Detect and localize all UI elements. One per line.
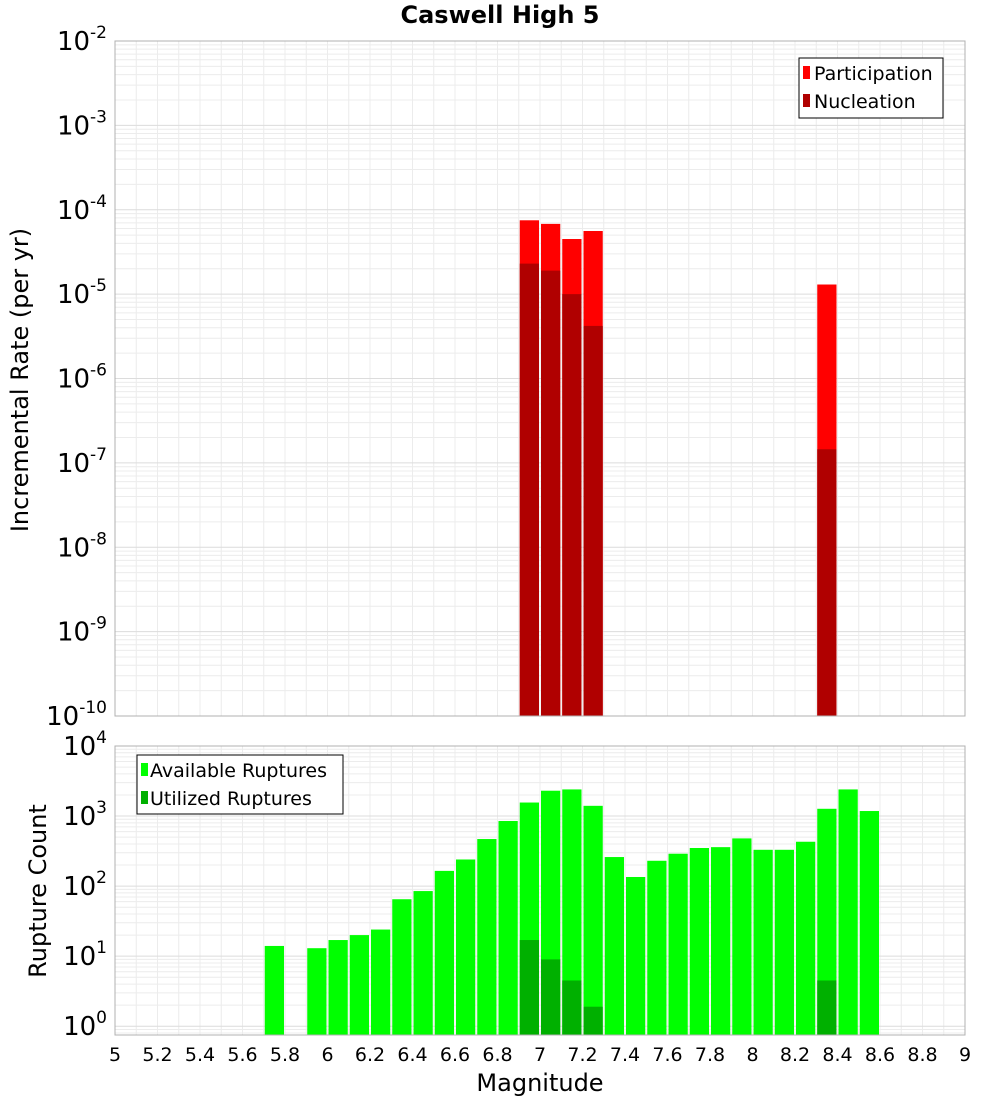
bottom-bar-available-ruptures-6.05 (328, 940, 348, 1035)
bottom-bar-available-ruptures-6.55 (434, 870, 454, 1035)
x-tick-label: 7.4 (610, 1044, 640, 1066)
x-tick-label: 7.6 (652, 1044, 682, 1066)
top-bar-nucleation-7.15 (562, 294, 582, 716)
bottom-bar-available-ruptures-8.35 (817, 808, 837, 1035)
bottom-bar-available-ruptures-7.25 (583, 805, 603, 1035)
x-tick-label: 8.4 (822, 1044, 852, 1066)
legend-swatch-available-ruptures (141, 763, 148, 776)
bottom-bar-available-ruptures-7.75 (689, 848, 709, 1035)
bottom-y-tick-label: 104 (63, 728, 107, 762)
bottom-bar-utilized-ruptures-8.35 (817, 980, 837, 1035)
legend-swatch-nucleation (803, 94, 810, 107)
legend-label-nucleation: Nucleation (814, 91, 916, 113)
top-y-tick-label: 10-4 (57, 192, 107, 226)
x-tick-label: 5.8 (270, 1044, 300, 1066)
top-bars (519, 220, 837, 717)
top-plot-frame (114, 40, 966, 717)
top-y-tick-label: 10-9 (57, 614, 107, 648)
x-tick-label: 6 (321, 1044, 333, 1066)
top-bar-nucleation-7.25 (583, 325, 603, 716)
bottom-bar-available-ruptures-5.95 (307, 948, 327, 1035)
bottom-bars (264, 789, 879, 1035)
x-tick-label: 7.2 (567, 1044, 597, 1066)
x-tick-label: 5.2 (142, 1044, 172, 1066)
bottom-bar-available-ruptures-7.95 (732, 838, 752, 1035)
bottom-bar-available-ruptures-6.35 (392, 899, 412, 1035)
top-bar-nucleation-6.95 (519, 263, 539, 716)
x-tick-label: 6.2 (355, 1044, 385, 1066)
top-y-tick-labels: 10-10 10-9 10-8 10-7 10-6 10-5 10-4 10-3 10-2 (46, 23, 107, 732)
legend-label-utilized-ruptures: Utilized Ruptures (150, 788, 312, 810)
top-y-tick-label: 10-8 (57, 529, 107, 563)
bottom-bar-available-ruptures-7.65 (668, 853, 688, 1035)
x-tick-label: 5.4 (185, 1044, 215, 1066)
bottom-bar-available-ruptures-6.15 (349, 935, 369, 1035)
bottom-bar-utilized-ruptures-7.15 (562, 980, 582, 1035)
bottom-bar-available-ruptures-7.45 (626, 876, 646, 1035)
top-y-axis-title: Incremental Rate (per yr) (6, 228, 34, 532)
bottom-y-axis-title: Rupture Count (24, 804, 52, 978)
bottom-bar-utilized-ruptures-7.25 (583, 1006, 603, 1035)
top-legend[interactable]: Participation Nucleation (798, 57, 944, 119)
x-tick-label: 7.8 (695, 1044, 725, 1066)
bottom-y-tick-label: 101 (63, 938, 107, 972)
x-tick-label: 8.2 (780, 1044, 810, 1066)
top-y-tick-label: 10-5 (57, 276, 107, 310)
x-tick-label: 5 (109, 1044, 121, 1066)
x-tick-label: 9 (959, 1044, 971, 1066)
top-gridlines (114, 41, 966, 717)
bottom-legend-box (136, 754, 344, 815)
top-y-tick-label: 10-7 (57, 445, 107, 479)
bottom-bar-available-ruptures-7.15 (562, 789, 582, 1035)
bottom-bar-available-ruptures-8.45 (838, 789, 858, 1035)
x-axis-title: Magnitude (476, 1069, 603, 1097)
x-tick-label: 6.6 (440, 1044, 470, 1066)
bottom-y-tick-label: 102 (63, 868, 107, 902)
bottom-panel: 100 101 102 103 104 5 5.2 5.4 5.6 5.8 6 6.2 6.4 6.6 6… (24, 728, 971, 1097)
legend-swatch-utilized-ruptures (141, 791, 148, 804)
legend-swatch-participation (803, 66, 810, 79)
bottom-bar-available-ruptures-8.05 (753, 849, 773, 1035)
x-tick-label: 6.8 (482, 1044, 512, 1066)
bottom-bar-available-ruptures-6.75 (477, 839, 497, 1035)
x-tick-label: 8.6 (865, 1044, 895, 1066)
x-tick-label: 5.6 (227, 1044, 257, 1066)
bottom-bar-available-ruptures-6.65 (456, 859, 476, 1035)
bottom-y-tick-label: 100 (63, 1008, 107, 1042)
bottom-y-tick-label: 103 (63, 798, 107, 832)
bottom-bar-available-ruptures-5.75 (264, 945, 284, 1035)
x-tick-label: 7 (534, 1044, 546, 1066)
bottom-plot-frame (114, 745, 966, 1036)
top-y-tick-label: 10-2 (57, 23, 107, 57)
bottom-bar-available-ruptures-8.25 (796, 841, 816, 1035)
bottom-bar-available-ruptures-6.45 (413, 891, 433, 1035)
top-bar-nucleation-7.05 (541, 270, 561, 716)
bottom-bar-available-ruptures-7.85 (711, 847, 731, 1035)
bottom-bar-utilized-ruptures-7.05 (541, 959, 561, 1035)
top-legend-box (798, 57, 944, 119)
x-tick-label: 6.4 (397, 1044, 427, 1066)
bottom-legend[interactable]: Available Ruptures Utilized Ruptures (136, 754, 344, 815)
x-tick-label: 8.8 (907, 1044, 937, 1066)
bottom-bar-available-ruptures-7.35 (604, 857, 624, 1035)
top-y-tick-label: 10-10 (46, 698, 107, 732)
bottom-bar-utilized-ruptures-6.95 (519, 940, 539, 1035)
top-y-tick-label: 10-6 (57, 361, 107, 395)
top-bar-nucleation-8.35 (817, 449, 837, 716)
x-tick-labels: 5 5.2 5.4 5.6 5.8 6 6.2 6.4 6.6 6.8 7 7.2 7.4 7.6 7.8 8… (109, 1044, 971, 1066)
chart-title: Caswell High 5 (401, 1, 600, 29)
top-y-tick-label: 10-3 (57, 107, 107, 141)
x-tick-label: 8 (746, 1044, 758, 1066)
bottom-bar-available-ruptures-8.15 (774, 849, 794, 1035)
legend-label-participation: Participation (814, 63, 933, 85)
bottom-bar-available-ruptures-6.25 (371, 929, 391, 1035)
bottom-bar-available-ruptures-6.85 (498, 821, 518, 1035)
top-panel: 10-10 10-9 10-8 10-7 10-6 10-5 10-4 10-3 10-2 In… (6, 23, 966, 732)
bottom-bar-available-ruptures-8.55 (859, 811, 879, 1035)
legend-label-available-ruptures: Available Ruptures (150, 760, 327, 782)
bottom-bar-available-ruptures-7.55 (647, 860, 667, 1035)
bottom-y-tick-labels: 100 101 102 103 104 (63, 728, 107, 1042)
